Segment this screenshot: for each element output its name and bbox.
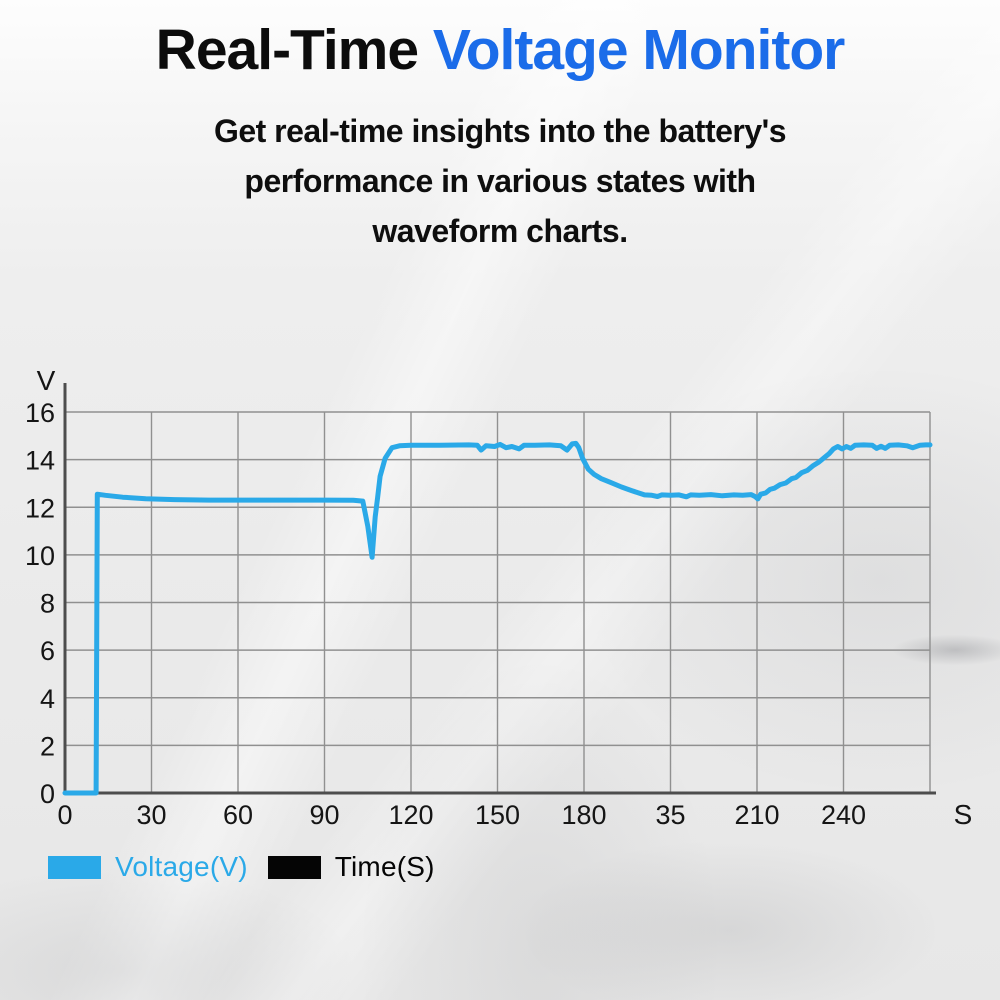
x-tick-label: 0	[57, 800, 72, 830]
x-tick-label: 210	[734, 800, 779, 830]
subtitle-line-1: Get real-time insights into the battery'…	[213, 113, 787, 149]
page-title: Real-Time Voltage Monitor	[0, 18, 1000, 84]
legend-label-time: Time(S)	[334, 851, 435, 882]
y-axis-unit-label: V	[37, 365, 56, 396]
x-tick-label: 30	[136, 800, 166, 830]
x-tick-label: 90	[309, 800, 339, 830]
voltage-line	[62, 440, 933, 796]
x-tick-label: 180	[561, 800, 606, 830]
y-tick-label: 10	[25, 541, 55, 571]
x-tick-label: 150	[475, 800, 520, 830]
x-axis-unit-label: S	[954, 799, 973, 830]
x-tick-label: 240	[821, 800, 866, 830]
y-tick-label: 0	[40, 779, 55, 809]
y-tick-label: 2	[40, 731, 55, 761]
subtitle-line-2: performance in various states with	[244, 163, 756, 200]
y-tick-label: 14	[25, 446, 55, 476]
y-tick-label: 8	[40, 589, 55, 619]
x-tick-label: 35	[655, 800, 685, 830]
voltage-color-swatch	[48, 855, 101, 879]
y-tick-label: 16	[25, 398, 55, 428]
legend-label-voltage: Voltage(V)	[115, 851, 248, 882]
x-tick-label: 120	[388, 800, 433, 830]
y-tick-label: 12	[25, 493, 55, 523]
legend-item-time: Time(S)	[267, 851, 435, 883]
title-black-part: Real-Time	[155, 18, 433, 82]
subtitle-line-3: waveform charts.	[372, 213, 628, 250]
y-tick-label: 4	[40, 684, 55, 714]
title-blue-part: Voltage Monitor	[432, 18, 845, 82]
page-subtitle: Get real-time insights into the battery'…	[0, 106, 1000, 257]
legend-item-voltage: Voltage(V)	[48, 851, 248, 883]
x-tick-label: 60	[223, 800, 253, 830]
chart-legend: Voltage(V) Time(S)	[48, 851, 435, 883]
time-color-swatch	[267, 855, 321, 879]
y-tick-label: 6	[40, 636, 55, 666]
